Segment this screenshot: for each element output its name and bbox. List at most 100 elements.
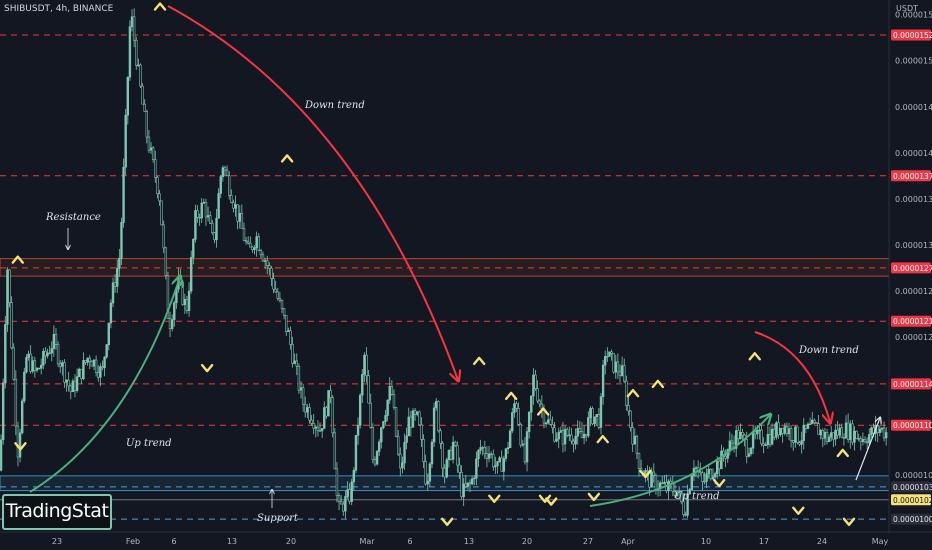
annotation-down-trend-2: Down trend (798, 345, 859, 356)
x-tick-5: Mar (359, 537, 375, 546)
candle-body-215 (454, 441, 457, 446)
candle-body-324 (684, 514, 687, 516)
candle-body-32 (67, 379, 70, 387)
candle-body-53 (111, 282, 115, 304)
candle-body-393 (830, 432, 833, 438)
candle-body-44 (92, 359, 96, 367)
level-badge-label-0: 0.00001528 (893, 31, 932, 40)
candle-body-167 (352, 469, 356, 483)
swing-low-2 (440, 517, 454, 526)
candle-body-94 (198, 216, 201, 219)
candle-body-17 (35, 367, 39, 371)
candle-body-29 (61, 362, 64, 367)
candle-body-132 (278, 298, 282, 301)
candle-body-34 (71, 380, 75, 392)
level-badge-label-3: 0.00001217 (893, 317, 932, 326)
candle-body-144 (304, 403, 307, 413)
candle-body-218 (460, 472, 463, 498)
candle-body-152 (320, 428, 324, 432)
candle-body-302 (637, 452, 641, 469)
swing-low-8 (713, 478, 726, 488)
y-tick-3: 0.00001400 (895, 149, 932, 158)
candle-body-142 (299, 387, 303, 391)
level-badge-bg-3 (891, 315, 931, 327)
candle-body-289 (610, 351, 613, 354)
candle-body-174 (367, 375, 370, 404)
candle-body-145 (306, 407, 309, 413)
level-badge-label-5: 0.00001104 (893, 421, 932, 430)
candle-body-103 (217, 193, 220, 219)
candle-body-232 (489, 453, 493, 455)
candle-body-109 (230, 194, 233, 203)
candle-body-97 (204, 202, 208, 218)
annotation-resistance: Resistance (45, 212, 101, 223)
x-tick-13: 24 (817, 537, 827, 546)
candle-body-86 (181, 281, 184, 305)
swing-high-8 (651, 379, 665, 389)
candle-body-299 (631, 427, 634, 445)
y-tick-4: 0.00001350 (895, 195, 932, 204)
candle-body-158 (333, 432, 337, 470)
swing-low-1 (200, 363, 214, 373)
candle-body-127 (268, 265, 271, 269)
candle-body-91 (192, 239, 195, 258)
candle-body-345 (728, 440, 732, 450)
candle-body-419 (884, 432, 888, 439)
candle-body-162 (342, 503, 345, 512)
candle-body-19 (39, 364, 43, 369)
candle-body-196 (413, 410, 417, 415)
candle-body-348 (734, 430, 738, 449)
candle-body-212 (447, 449, 451, 461)
y-tick-8: 0.00001050 (895, 471, 932, 480)
candle-body-234 (494, 465, 497, 468)
swing-low-7 (639, 469, 652, 479)
candle-body-288 (608, 351, 611, 357)
candle-body-20 (42, 350, 45, 366)
swing-low-6 (587, 492, 601, 502)
annotation-down-trend-1: Down trend (304, 100, 365, 111)
candle-body-22 (46, 352, 49, 357)
candle-body-402 (849, 423, 852, 440)
candle-body-194 (409, 416, 413, 428)
candle-body-349 (737, 430, 740, 440)
candle-body-417 (880, 427, 884, 430)
up-trend-arrow-late (589, 415, 770, 507)
x-tick-4: 20 (286, 537, 296, 546)
time-axis (0, 531, 932, 550)
candle-body-309 (652, 471, 655, 476)
candle-body-369 (779, 427, 782, 436)
candle-body-248 (523, 443, 527, 463)
swing-high-10 (836, 448, 849, 458)
level-badge-label-1: 0.00001375 (893, 172, 932, 181)
candle-body-180 (380, 427, 383, 443)
candle-body-87 (183, 299, 187, 305)
candle-body-233 (492, 453, 495, 468)
candle-body-398 (840, 427, 844, 438)
candle-body-354 (747, 453, 751, 457)
y-tick-1: 0.00001500 (895, 57, 932, 66)
candle-body-154 (325, 407, 328, 417)
candle-body-383 (808, 423, 812, 426)
candle-body-329 (694, 467, 698, 469)
candle-body-31 (65, 379, 68, 383)
candle-body-80 (168, 318, 172, 330)
down-trend-arrow-main (167, 5, 458, 380)
candle-body-363 (766, 434, 770, 446)
candle-body-310 (654, 475, 658, 491)
candle-body-110 (232, 202, 235, 209)
candle-body-190 (401, 462, 404, 469)
candle-body-30 (63, 362, 66, 383)
candle-body-263 (555, 438, 558, 442)
level-badge-bg-0 (891, 29, 931, 41)
candle-body-184 (388, 385, 391, 401)
candle-body-271 (572, 440, 575, 445)
candle-body-229 (483, 447, 487, 454)
candle-body-168 (354, 435, 358, 471)
candle-body-346 (730, 440, 734, 444)
candle-body-281 (593, 416, 596, 425)
candle-body-370 (781, 427, 784, 434)
candle-body-416 (878, 428, 882, 433)
candle-body-331 (699, 471, 702, 474)
logo-text: TradingStat (5, 500, 109, 522)
